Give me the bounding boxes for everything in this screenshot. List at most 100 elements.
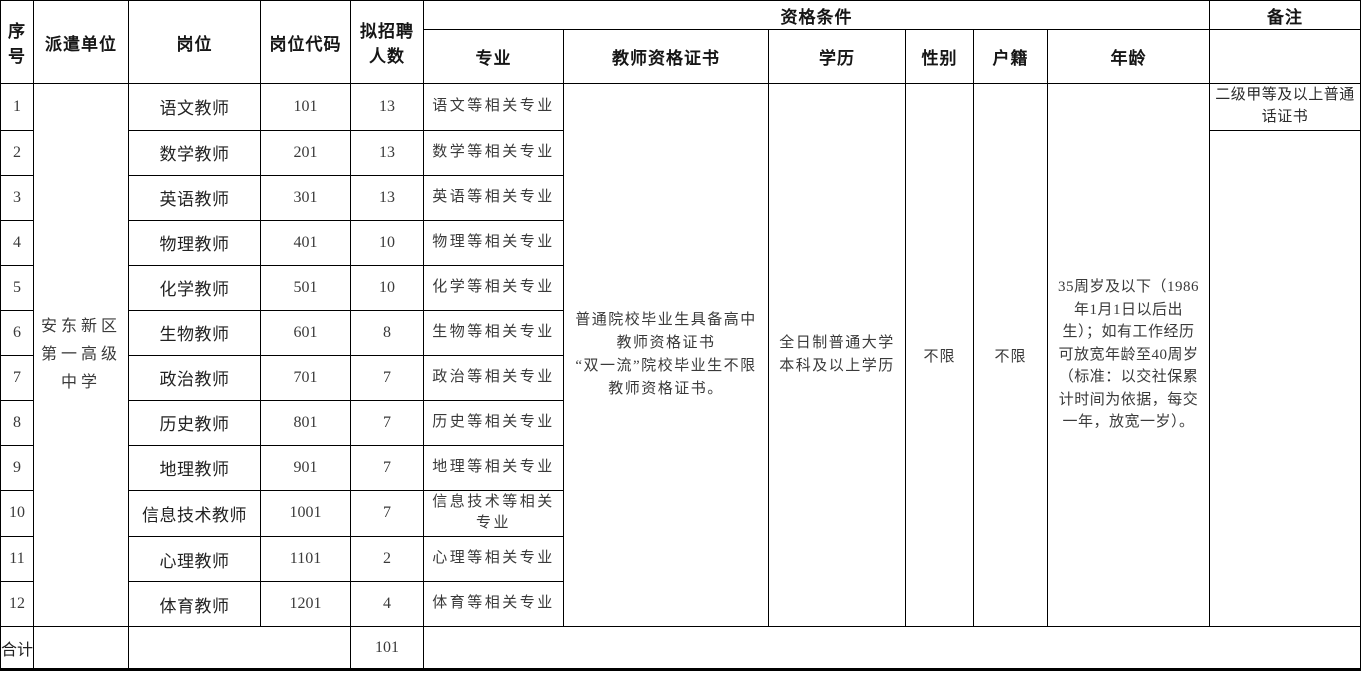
cell-major: 信息技术等相关专业 [423,489,564,537]
cell-major: 语文等相关专业 [423,83,564,131]
table-row: 10 信息技术教师 1001 7 信息技术等相关专业 [0,489,1361,537]
cell-education: 全日制普通大学本科及以上学历 [768,83,906,627]
cell-position: 地理教师 [128,444,261,491]
cell-count: 4 [350,581,424,627]
cell-position: 生物教师 [128,309,261,356]
table-row: 5 化学教师 501 10 化学等相关专业 [0,264,1361,311]
cell-no: 6 [0,309,34,356]
cell-no: 5 [0,264,34,311]
cell-count: 8 [350,309,424,356]
col-header-age: 年龄 [1046,29,1211,84]
cell-major: 政治等相关专业 [423,354,564,401]
cell-code: 701 [260,354,351,401]
col-header-education: 学历 [768,29,906,84]
cell-position: 信息技术教师 [128,489,261,537]
cell-count: 13 [350,174,424,221]
total-row: 合计 101 [0,626,1361,671]
cell-position: 物理教师 [128,219,261,266]
cell-count: 7 [350,489,424,537]
cell-no: 10 [0,489,34,537]
cell-count: 13 [350,129,424,176]
table-row: 7 政治教师 701 7 政治等相关专业 [0,354,1361,401]
col-header-code: 岗位代码 [260,0,351,84]
cell-count: 7 [350,354,424,401]
cell-no: 12 [0,581,34,627]
table-row: 9 地理教师 901 7 地理等相关专业 [0,444,1361,491]
cell-position: 政治教师 [128,354,261,401]
col-header-position: 岗位 [128,0,261,84]
cell-remark-empty [1209,129,1361,627]
cell-position: 心理教师 [128,536,261,582]
cell-code: 1101 [260,536,351,582]
cell-position: 体育教师 [128,581,261,627]
cell-code: 801 [260,399,351,446]
header-row-2: 专业 教师资格证书 学历 性别 户籍 年龄 [1,29,1361,84]
cell-code: 101 [260,83,351,131]
table-row: 11 心理教师 1101 2 心理等相关专业 [0,536,1361,582]
cell-dispatch-unit: 安东新区第一高级中学 [33,83,129,627]
cell-count: 10 [350,219,424,266]
col-header-count: 拟招聘人数 [350,0,424,84]
col-header-cert: 教师资格证书 [563,29,769,84]
total-count: 101 [350,626,424,671]
total-empty-position-code-cell [128,626,351,671]
col-header-no: 序号 [0,0,34,84]
total-empty-unit-cell [33,626,129,671]
table-row: 2 数学教师 201 13 数学等相关专业 [0,129,1361,627]
cell-major: 体育等相关专业 [423,581,564,627]
col-header-qualification: 资格条件 [422,0,1211,30]
cell-count: 13 [350,83,424,131]
cell-position: 化学教师 [128,264,261,311]
table-row: 4 物理教师 401 10 物理等相关专业 [0,219,1361,266]
cell-count: 10 [350,264,424,311]
table-row: 12 体育教师 1201 4 体育等相关专业 [0,581,1361,627]
cell-position: 语文教师 [128,83,261,131]
cell-count: 2 [350,536,424,582]
cell-remark: 二级甲等及以上普通话证书 [1209,83,1361,131]
col-header-hukou: 户籍 [973,29,1048,84]
cell-teacher-cert: 普通院校毕业生具备高中教师资格证书 “双一流”院校毕业生不限教师资格证书。 [563,83,769,627]
cell-major: 物理等相关专业 [423,219,564,266]
cell-position: 英语教师 [128,174,261,221]
col-header-remark: 备注 [1209,0,1361,30]
cell-no: 3 [0,174,34,221]
cell-position: 数学教师 [128,129,261,176]
table-row: 8 历史教师 801 7 历史等相关专业 [0,399,1361,446]
cell-code: 901 [260,444,351,491]
cell-major: 历史等相关专业 [423,399,564,446]
col-header-unit: 派遣单位 [33,0,129,84]
cell-major: 英语等相关专业 [423,174,564,221]
teacher-cert-line-2: “双一流”院校毕业生不限教师资格证书。 [575,358,757,398]
cell-hukou: 不限 [973,83,1048,627]
cell-code: 601 [260,309,351,356]
cell-count: 7 [350,444,424,491]
cell-no: 9 [0,444,34,491]
cell-major: 地理等相关专业 [423,444,564,491]
cell-code: 201 [260,129,351,176]
cell-code: 501 [260,264,351,311]
cell-code: 401 [260,219,351,266]
table-row: 1 安东新区第一高级中学 语文教师 101 13 语文等相关专业 普通院校毕业生… [0,83,1361,627]
cell-major: 生物等相关专业 [423,309,564,356]
cell-major: 心理等相关专业 [423,536,564,582]
col-header-gender: 性别 [905,29,974,84]
total-label: 合计 [0,626,34,671]
cell-no: 2 [0,129,34,176]
cell-no: 1 [0,83,34,131]
cell-code: 1001 [260,489,351,537]
teacher-cert-line-1: 普通院校毕业生具备高中教师资格证书 [575,311,757,351]
cell-no: 7 [0,354,34,401]
cell-code: 1201 [260,581,351,627]
cell-no: 8 [0,399,34,446]
remark-subheader-empty-cell [1209,29,1361,84]
cell-gender: 不限 [905,83,974,627]
cell-code: 301 [260,174,351,221]
cell-no: 4 [0,219,34,266]
col-header-major: 专业 [423,29,564,84]
total-empty-right-cell [422,626,1361,671]
cell-major: 化学等相关专业 [423,264,564,311]
table-row: 6 生物教师 601 8 生物等相关专业 [0,309,1361,356]
cell-no: 11 [0,536,34,582]
header-row-1: 序号 派遣单位 岗位 岗位代码 拟招聘人数 资格条件 备注 [0,0,1361,84]
